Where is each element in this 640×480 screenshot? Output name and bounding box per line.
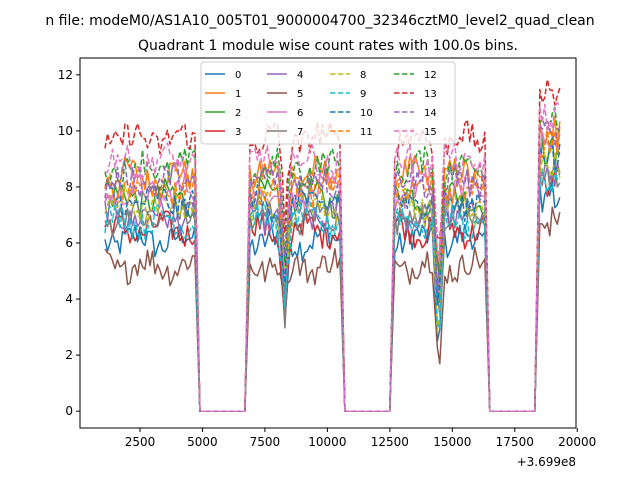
legend-label-10: 10 xyxy=(360,108,373,119)
y-axis: 0 2 4 6 8 10 12 xyxy=(58,68,80,418)
x-axis: 2500 5000 7500 10000 12500 15000 17500 20000 xyxy=(125,428,596,449)
legend-label-14: 14 xyxy=(424,108,437,119)
legend-label-2: 2 xyxy=(235,108,241,119)
series-line-0 xyxy=(104,180,561,412)
series-line-8 xyxy=(104,151,561,412)
y-tick-label: 10 xyxy=(58,124,73,138)
y-tick-label: 4 xyxy=(65,292,73,306)
legend-label-13: 13 xyxy=(424,89,437,100)
x-offset-label: +3.699e8 xyxy=(517,455,576,469)
series-line-5 xyxy=(104,206,561,412)
series-layer xyxy=(104,78,561,412)
chart-title: Quadrant 1 module wise count rates with … xyxy=(138,38,518,54)
x-tick-label: 10000 xyxy=(308,435,346,449)
legend-label-5: 5 xyxy=(297,89,303,100)
legend-label-1: 1 xyxy=(235,89,241,100)
legend-label-15: 15 xyxy=(424,127,437,138)
legend-label-0: 0 xyxy=(235,70,241,81)
y-tick-label: 2 xyxy=(65,348,73,362)
legend-label-7: 7 xyxy=(297,127,303,138)
legend-label-4: 4 xyxy=(297,70,303,81)
x-tick-label: 12500 xyxy=(371,435,409,449)
x-tick-label: 15000 xyxy=(433,435,471,449)
x-tick-label: 5000 xyxy=(187,435,218,449)
y-tick-label: 8 xyxy=(65,180,73,194)
x-tick-label: 7500 xyxy=(250,435,281,449)
y-tick-label: 12 xyxy=(58,68,73,82)
legend-label-3: 3 xyxy=(235,127,241,138)
series-line-11 xyxy=(104,125,561,412)
y-tick-label: 0 xyxy=(65,404,73,418)
legend-label-8: 8 xyxy=(360,70,366,81)
series-line-12 xyxy=(104,106,561,412)
series-line-15 xyxy=(104,101,561,412)
x-tick-label: 2500 xyxy=(125,435,156,449)
x-tick-label: 17500 xyxy=(496,435,534,449)
legend-label-11: 11 xyxy=(360,127,373,138)
series-line-9 xyxy=(104,168,561,412)
legend-box xyxy=(200,61,456,145)
legend-label-6: 6 xyxy=(297,108,303,119)
series-line-10 xyxy=(104,143,561,412)
legend-label-12: 12 xyxy=(424,70,437,81)
y-tick-label: 6 xyxy=(65,236,73,250)
series-line-3 xyxy=(104,169,561,412)
figure-suptitle: n file: modeM0/AS1A10_005T01_9000004700_… xyxy=(45,13,594,29)
legend-label-9: 9 xyxy=(360,89,366,100)
x-tick-label: 20000 xyxy=(558,435,596,449)
